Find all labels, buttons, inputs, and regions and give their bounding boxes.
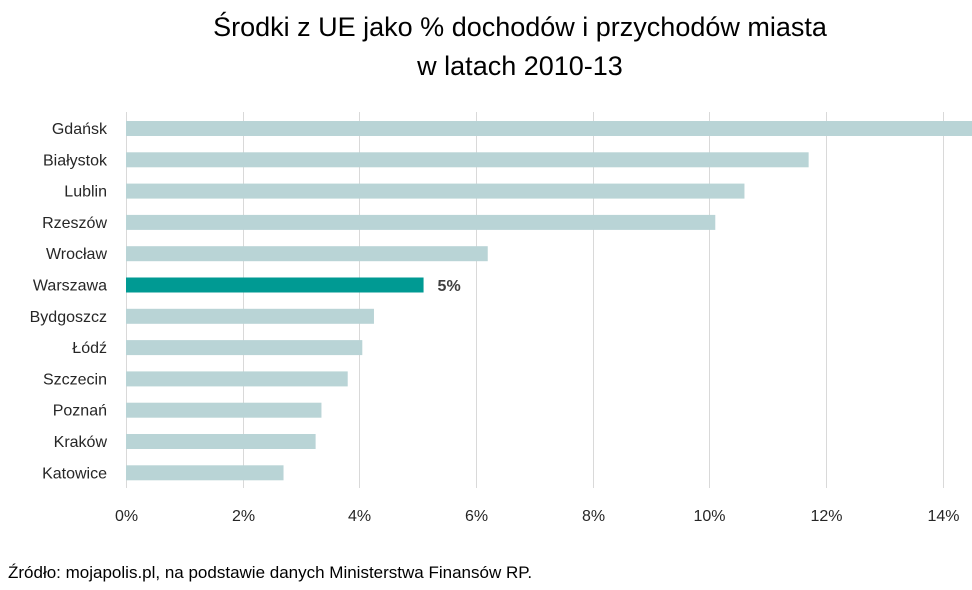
x-tick-label: 0% <box>115 508 138 525</box>
category-label: Katowice <box>42 465 107 482</box>
bar-item <box>126 214 716 230</box>
category-label: Gdańsk <box>52 121 108 138</box>
category-label: Szczecin <box>43 371 107 388</box>
chart-title: Środki z UE jako % dochodów i przychodów… <box>0 8 972 86</box>
category-labels: Gdańsk Białystok Lublin Rzeszów Wrocław Warsz… <box>30 121 108 482</box>
chart-title-line1: Środki z UE jako % dochodów i przychodów… <box>213 12 827 42</box>
x-tick-label: 2% <box>232 508 255 525</box>
data-label: 5% <box>438 278 461 295</box>
gridlines <box>126 112 944 488</box>
bars: 5% <box>126 121 972 481</box>
x-tick-label: 4% <box>348 508 371 525</box>
category-label: Poznań <box>53 403 107 420</box>
x-tick-labels: 0% 2% 4% 6% 8% 10% 12% 14% <box>115 508 960 525</box>
category-label: Warszawa <box>33 278 107 295</box>
bar-item <box>126 434 316 449</box>
category-label: Lublin <box>64 184 107 201</box>
chart-title-line2: w latach 2010-13 <box>417 51 623 81</box>
x-tick-label: 14% <box>927 508 959 525</box>
bar-item <box>126 183 745 199</box>
category-label: Białystok <box>43 152 108 169</box>
x-tick-label: 12% <box>810 508 842 525</box>
bar-item <box>126 402 322 418</box>
category-label: Bydgoszcz <box>30 309 107 326</box>
category-label: Wrocław <box>46 246 107 263</box>
category-label: Kraków <box>54 434 108 451</box>
x-tick-label: 6% <box>465 508 488 525</box>
bar-item <box>126 308 374 324</box>
bar-item <box>126 465 284 481</box>
bar-item <box>126 121 972 136</box>
x-tick-label: 8% <box>582 508 605 525</box>
bar-item <box>126 340 363 356</box>
bar-highlight <box>126 277 424 293</box>
x-tick-label: 10% <box>693 508 725 525</box>
category-label: Łódź <box>72 340 107 357</box>
category-label: Rzeszów <box>42 215 107 232</box>
source-note: Źródło: mojapolis.pl, na podstawie danyc… <box>8 563 533 582</box>
bar-item <box>126 152 809 168</box>
bar-item <box>126 246 488 262</box>
bar-item <box>126 371 348 387</box>
